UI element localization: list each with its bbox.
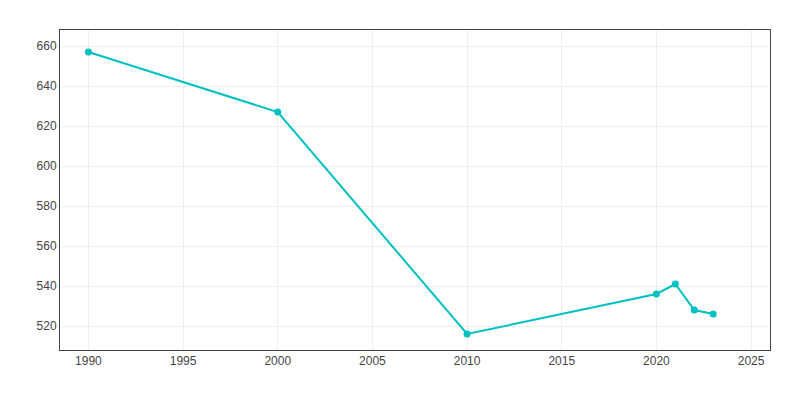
svg-text:2015: 2015 — [548, 354, 575, 368]
svg-text:560: 560 — [37, 239, 57, 253]
svg-text:2005: 2005 — [359, 354, 386, 368]
svg-text:660: 660 — [37, 39, 57, 53]
svg-text:2000: 2000 — [264, 354, 291, 368]
svg-text:640: 640 — [37, 79, 57, 93]
svg-text:580: 580 — [37, 199, 57, 213]
svg-text:520: 520 — [37, 319, 57, 333]
svg-text:2025: 2025 — [738, 354, 765, 368]
svg-text:620: 620 — [37, 119, 57, 133]
svg-text:600: 600 — [37, 159, 57, 173]
svg-text:540: 540 — [37, 279, 57, 293]
svg-text:1990: 1990 — [75, 354, 102, 368]
svg-text:1995: 1995 — [170, 354, 197, 368]
svg-text:2010: 2010 — [454, 354, 481, 368]
svg-text:2020: 2020 — [643, 354, 670, 368]
